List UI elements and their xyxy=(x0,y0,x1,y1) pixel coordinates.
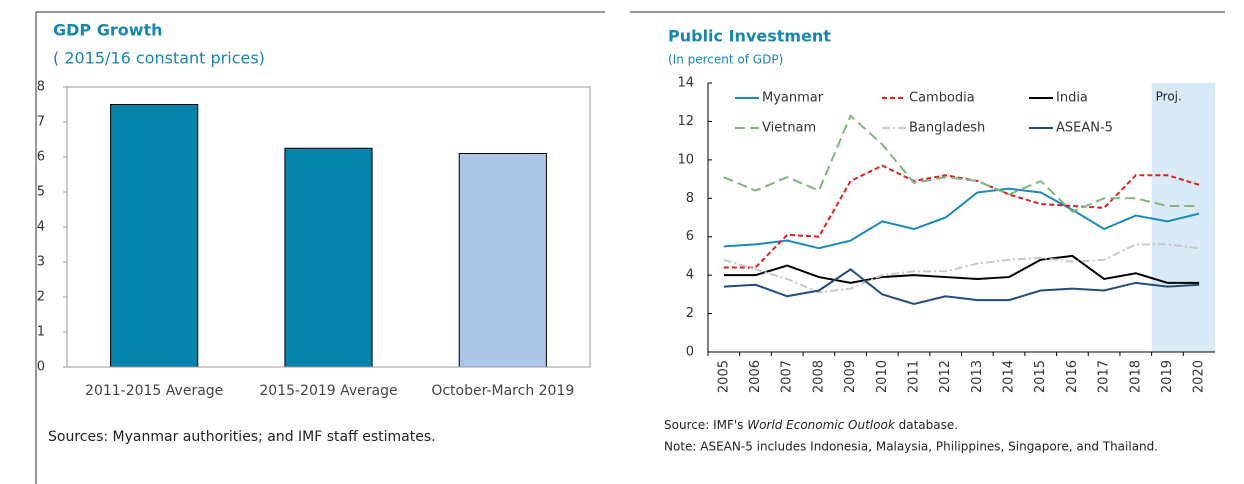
x-tick-label: 2009 xyxy=(843,360,858,393)
line-series xyxy=(723,187,1200,250)
x-tick-label: 2013 xyxy=(970,360,985,393)
y-tick-label: 7 xyxy=(37,115,45,130)
x-tick-label: 2006 xyxy=(748,360,763,393)
source-part: database. xyxy=(895,418,958,432)
legend-label: ASEAN-5 xyxy=(1056,121,1113,136)
y-tick-label: 8 xyxy=(37,80,45,95)
bar xyxy=(110,104,199,368)
bar xyxy=(284,147,373,368)
x-tick-label: 2011-2015 Average xyxy=(85,383,223,399)
y-tick-label: 12 xyxy=(677,114,694,129)
x-tick-label: 2016 xyxy=(1065,360,1080,393)
chart-subtitle: (In percent of GDP) xyxy=(668,53,783,67)
legend-label: Vietnam xyxy=(762,121,816,136)
x-tick-label: 2005 xyxy=(716,360,731,393)
legend-label: India xyxy=(1056,91,1088,106)
x-tick-label: 2019 xyxy=(1160,360,1175,393)
x-tick-label: 2007 xyxy=(780,360,795,393)
y-tick-label: 2 xyxy=(686,306,694,321)
y-tick-label: 14 xyxy=(677,76,694,91)
chart-title: Public Investment xyxy=(668,27,831,46)
y-tick-label: 5 xyxy=(37,185,45,200)
y-tick-label: 10 xyxy=(677,152,694,167)
x-tick-label: 2014 xyxy=(1002,360,1017,393)
plot-border xyxy=(66,86,591,368)
source: Source: IMF's World Economic Outlook dat… xyxy=(664,418,958,432)
y-tick-label: 3 xyxy=(37,255,45,270)
y-tick-label: 4 xyxy=(686,268,694,283)
y-tick-label: 0 xyxy=(37,360,45,375)
source: Sources: Myanmar authorities; and IMF st… xyxy=(48,429,436,445)
x-tick-label: 2017 xyxy=(1097,360,1112,393)
y-tick-label: 0 xyxy=(686,345,694,360)
line-series xyxy=(723,268,1200,306)
bar xyxy=(458,153,547,368)
x-tick-label: 2008 xyxy=(811,360,826,393)
y-tick-label: 6 xyxy=(686,229,694,244)
x-tick-label: 2010 xyxy=(875,360,890,393)
line-series xyxy=(723,113,1200,213)
y-tick-label: 4 xyxy=(37,220,45,235)
x-tick-label: 2015-2019 Average xyxy=(259,383,397,399)
chart-title: GDP Growth xyxy=(53,21,163,40)
note: Note: ASEAN-5 includes Indonesia, Malays… xyxy=(664,440,1158,454)
x-tick-label: October-March 2019 xyxy=(431,383,574,399)
legend-label: Cambodia xyxy=(909,91,975,106)
y-tick-label: 8 xyxy=(686,191,694,206)
x-tick-label: 2018 xyxy=(1128,360,1143,393)
source-part: World Economic Outlook xyxy=(747,418,896,432)
line-series xyxy=(723,243,1200,294)
line-series xyxy=(723,164,1200,269)
y-tick-label: 1 xyxy=(37,325,45,340)
line-series xyxy=(723,254,1200,284)
y-tick-label: 2 xyxy=(37,290,45,305)
legend-label: Myanmar xyxy=(762,91,824,106)
x-tick-label: 2015 xyxy=(1033,360,1048,393)
y-tick-label: 6 xyxy=(37,150,45,165)
chart-subtitle: ( 2015/16 constant prices) xyxy=(53,49,265,68)
projection-label: Proj. xyxy=(1156,90,1182,104)
legend-label: Bangladesh xyxy=(909,121,985,136)
source-part: Source: IMF's xyxy=(664,418,747,432)
x-tick-label: 2012 xyxy=(938,360,953,393)
x-tick-label: 2011 xyxy=(906,360,921,393)
x-tick-label: 2020 xyxy=(1192,360,1207,393)
